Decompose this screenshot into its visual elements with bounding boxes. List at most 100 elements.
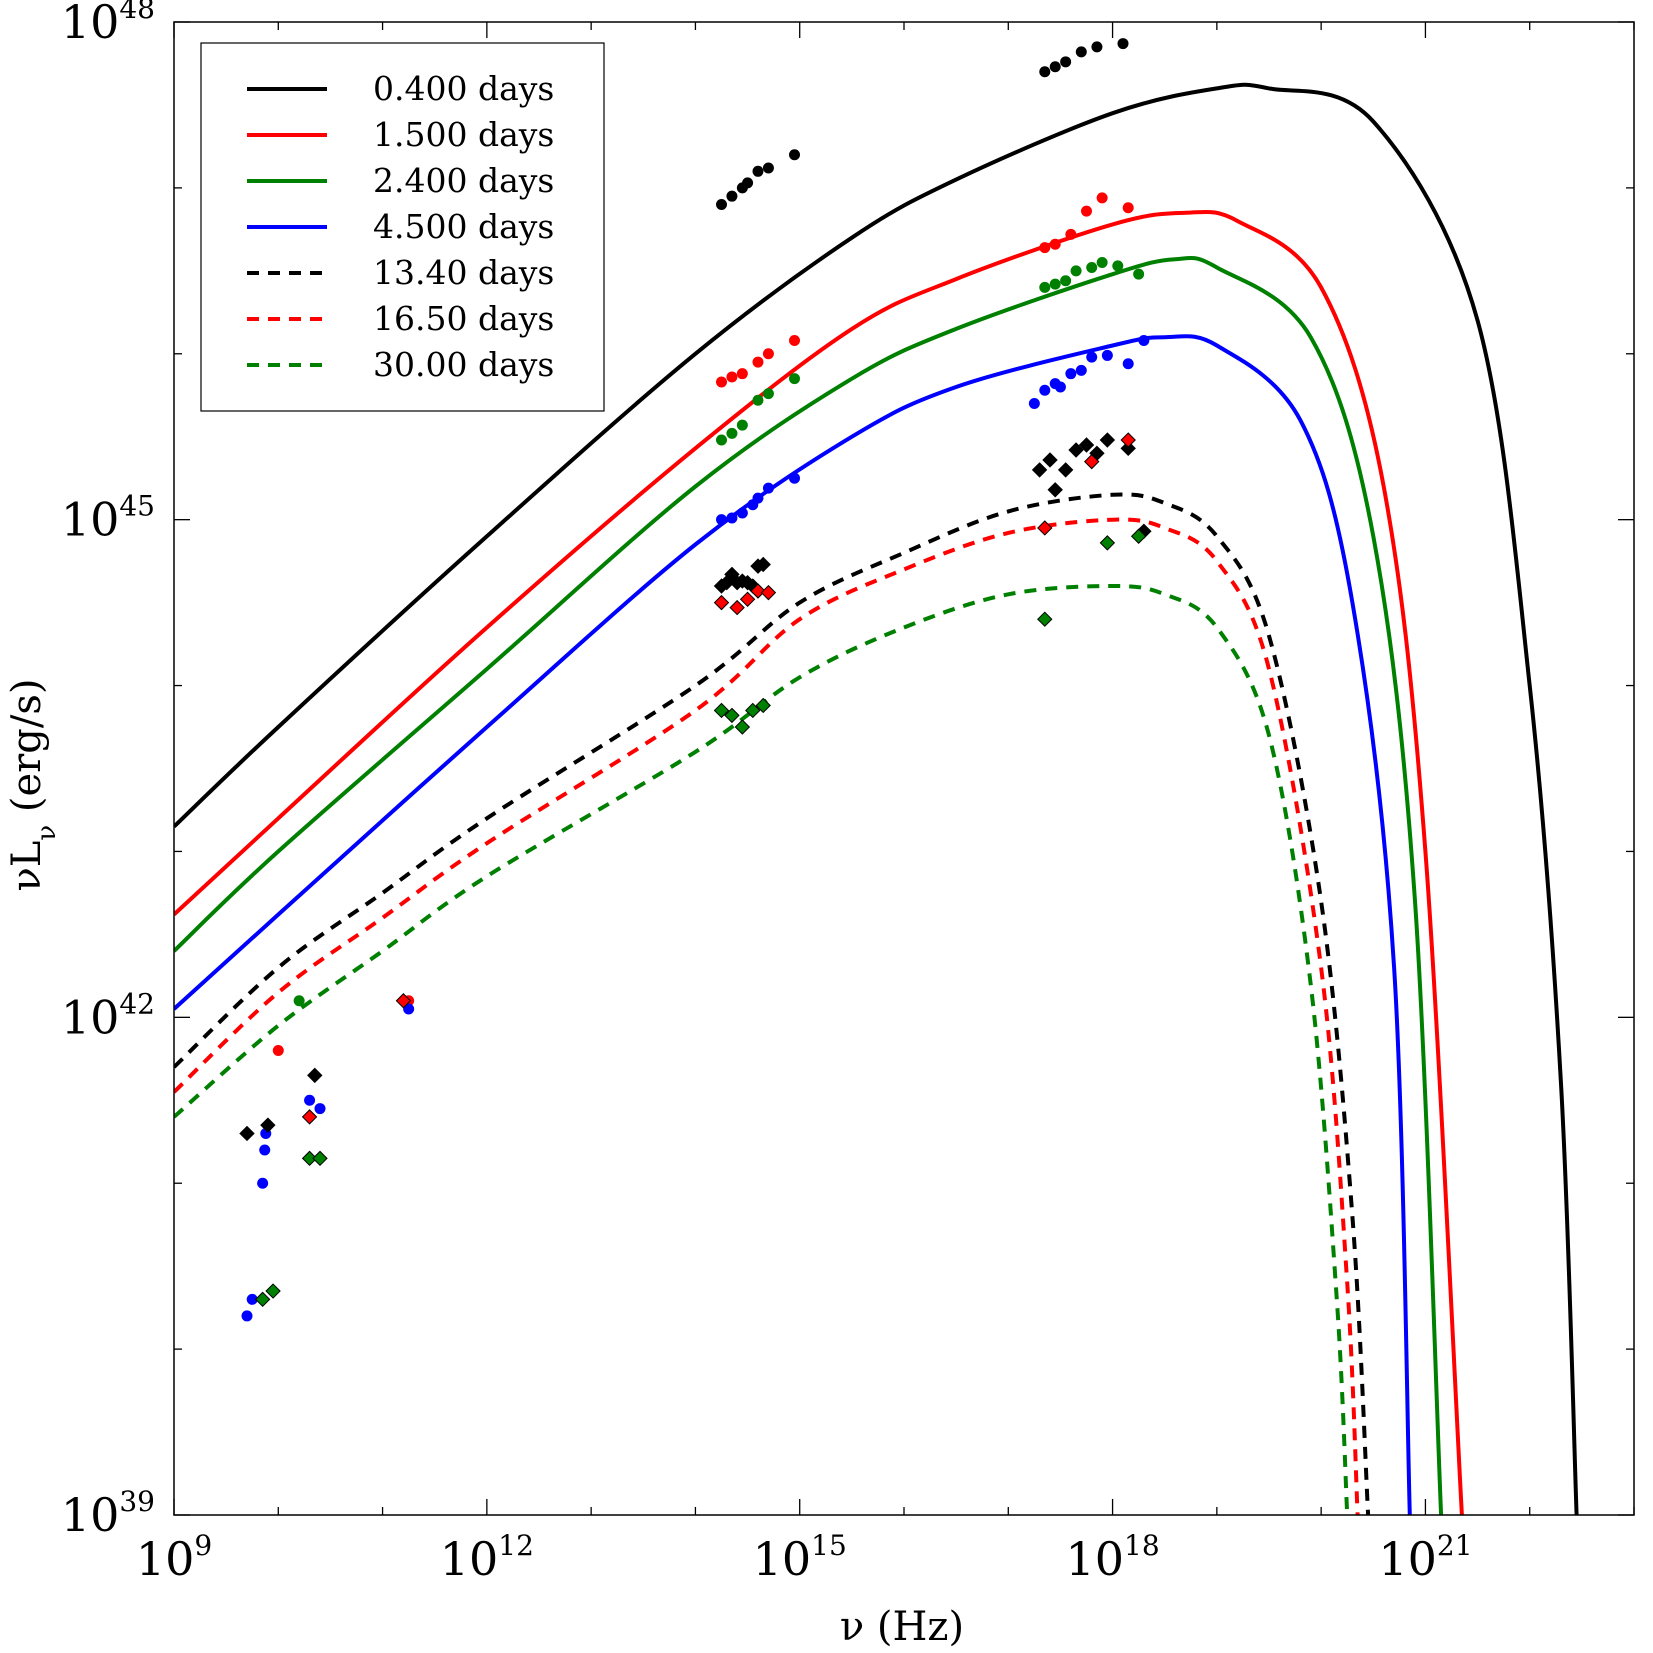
data-point-series-1 — [1117, 38, 1129, 50]
axis-ticks — [173, 21, 1635, 1516]
plot-frame — [173, 21, 1635, 1516]
legend-label: 0.400 days — [373, 69, 554, 108]
legend-label: 2.400 days — [373, 161, 554, 200]
data-point-series-7 — [1099, 535, 1116, 551]
y-axis-label: νLν (erg/s) — [4, 678, 62, 891]
model-curve-series-3 — [174, 255, 1444, 1515]
data-point-series-7 — [301, 1150, 318, 1167]
data-point-series-2 — [762, 348, 774, 360]
data-point-series-6 — [301, 1109, 318, 1125]
x-tick-label: 1015 — [753, 1529, 847, 1586]
model-curve-series-1 — [174, 82, 1579, 1515]
data-point-series-6 — [1084, 453, 1100, 470]
data-point-series-2 — [1049, 238, 1061, 250]
data-point-series-2 — [789, 335, 800, 347]
data-point-series-3 — [1039, 281, 1051, 293]
data-point-series-3 — [752, 394, 764, 406]
y-tick-label: 1039 — [61, 1485, 155, 1542]
data-point-series-5 — [755, 556, 771, 573]
data-point-series-7 — [713, 702, 730, 719]
data-point-series-4 — [1086, 351, 1098, 363]
data-point-series-2 — [1039, 242, 1051, 254]
y-tick-label: 1042 — [61, 987, 155, 1044]
data-point-series-1 — [716, 198, 727, 210]
data-point-series-4 — [314, 1103, 326, 1115]
data-point-series-1 — [726, 190, 738, 202]
data-point-series-4 — [752, 492, 764, 504]
data-point-series-6 — [750, 583, 766, 599]
data-point-series-6 — [729, 599, 745, 616]
data-point-series-6 — [760, 584, 777, 601]
data-point-series-1 — [1075, 46, 1087, 58]
data-point-series-7 — [745, 702, 761, 719]
model-curve-series-4 — [174, 334, 1412, 1515]
data-point-series-4 — [1039, 384, 1051, 396]
data-point-series-1 — [1049, 61, 1061, 73]
data-point-series-5 — [1031, 462, 1048, 478]
legend-label: 1.500 days — [373, 115, 554, 154]
plot-area — [174, 38, 1579, 1515]
data-point-series-7 — [755, 697, 771, 714]
legend-label: 16.50 days — [373, 299, 554, 338]
legend-label: 13.40 days — [373, 253, 554, 292]
data-point-series-1 — [762, 162, 774, 174]
data-point-series-4 — [304, 1094, 316, 1106]
data-point-series-4 — [1122, 358, 1134, 370]
data-point-series-6 — [739, 591, 756, 608]
data-point-series-1 — [752, 165, 764, 177]
data-point-series-2 — [272, 1045, 284, 1057]
model-curve-series-6 — [174, 517, 1360, 1515]
data-point-series-4 — [259, 1144, 271, 1156]
data-point-series-4 — [1054, 381, 1066, 393]
data-point-series-6 — [395, 993, 412, 1009]
data-point-series-2 — [716, 376, 727, 388]
data-point-series-4 — [257, 1177, 269, 1189]
data-point-series-4 — [726, 512, 738, 524]
data-point-series-2 — [726, 371, 738, 383]
data-point-series-4 — [1028, 398, 1040, 410]
data-point-series-6 — [1120, 432, 1136, 448]
data-point-series-6 — [1037, 520, 1053, 536]
data-point-series-3 — [789, 373, 800, 385]
data-point-series-5 — [260, 1117, 276, 1133]
data-point-series-3 — [726, 427, 738, 439]
data-point-series-4 — [403, 1003, 415, 1015]
data-point-series-7 — [265, 1283, 281, 1299]
data-point-series-7 — [254, 1291, 271, 1308]
data-point-series-4 — [762, 482, 774, 494]
x-tick-label: 109 — [136, 1529, 212, 1586]
data-point-series-5 — [1078, 437, 1095, 453]
data-point-series-2 — [1122, 202, 1134, 214]
y-axis-label-text: νLν (erg/s) — [4, 678, 62, 891]
data-point-series-4 — [1138, 335, 1150, 347]
x-tick-label: 1018 — [1065, 1529, 1159, 1586]
data-point-series-4 — [1065, 368, 1077, 380]
legend-label: 4.500 days — [373, 207, 554, 246]
data-point-series-3 — [1049, 278, 1061, 290]
data-point-series-4 — [241, 1310, 253, 1322]
x-tick-label: 1021 — [1378, 1529, 1472, 1586]
data-point-series-2 — [736, 368, 748, 380]
data-point-series-1 — [1060, 56, 1072, 68]
data-point-series-4 — [736, 507, 748, 519]
legend-label: 30.00 days — [373, 345, 554, 384]
data-point-series-3 — [762, 388, 774, 400]
data-point-series-2 — [752, 356, 764, 368]
data-point-series-7 — [1037, 611, 1053, 627]
data-point-series-5 — [1042, 452, 1058, 468]
data-point-series-2 — [1096, 192, 1108, 204]
data-point-series-3 — [1086, 262, 1098, 274]
data-point-series-4 — [1075, 364, 1087, 376]
data-point-series-1 — [1039, 66, 1051, 78]
data-point-series-6 — [713, 594, 730, 611]
model-curve-series-7 — [174, 583, 1350, 1515]
data-point-series-1 — [789, 149, 800, 161]
data-point-series-3 — [1070, 265, 1082, 277]
x-tick-label: 1012 — [440, 1529, 534, 1586]
data-point-series-2 — [1065, 228, 1077, 240]
data-point-series-4 — [1101, 349, 1113, 361]
legend: 0.400 days 1.500 days 2.400 days 4.500 days… — [200, 42, 605, 412]
data-point-series-1 — [1091, 41, 1103, 53]
data-point-series-5 — [1068, 442, 1084, 458]
data-point-series-1 — [742, 177, 754, 189]
